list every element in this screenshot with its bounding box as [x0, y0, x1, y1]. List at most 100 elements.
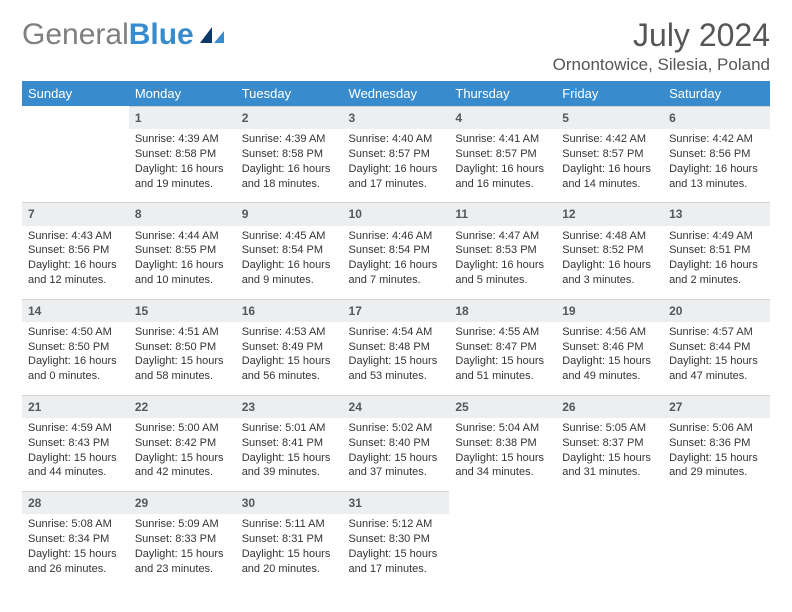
day-body: Sunrise: 5:08 AMSunset: 8:34 PMDaylight:… [22, 514, 129, 587]
sunset-line: Sunset: 8:30 PM [349, 532, 444, 547]
day-number: 14 [22, 299, 129, 322]
daylight-line: Daylight: 16 hours and 13 minutes. [669, 162, 764, 192]
sunset-line: Sunset: 8:54 PM [349, 243, 444, 258]
day-body: Sunrise: 4:48 AMSunset: 8:52 PMDaylight:… [556, 226, 663, 299]
day-body: Sunrise: 4:47 AMSunset: 8:53 PMDaylight:… [449, 226, 556, 299]
day-cell-header: 11 [449, 202, 556, 225]
day-body: Sunrise: 4:59 AMSunset: 8:43 PMDaylight:… [22, 418, 129, 491]
day-number: 15 [129, 299, 236, 322]
day-number: 28 [22, 491, 129, 514]
day-cell-header: 9 [236, 202, 343, 225]
day-number: 3 [343, 106, 450, 129]
sunrise-line: Sunrise: 4:59 AM [28, 421, 123, 436]
day-body: Sunrise: 4:45 AMSunset: 8:54 PMDaylight:… [236, 226, 343, 299]
day-body: Sunrise: 4:42 AMSunset: 8:56 PMDaylight:… [663, 129, 770, 202]
sunrise-line: Sunrise: 5:06 AM [669, 421, 764, 436]
day-number: 4 [449, 106, 556, 129]
day-cell: Sunrise: 4:39 AMSunset: 8:58 PMDaylight:… [236, 129, 343, 202]
day-number: 20 [663, 299, 770, 322]
sunrise-line: Sunrise: 4:39 AM [242, 132, 337, 147]
daylight-line: Daylight: 16 hours and 0 minutes. [28, 354, 123, 384]
brand-sail-icon [198, 25, 226, 45]
day-cell-header: 15 [129, 299, 236, 322]
day-cell: Sunrise: 5:08 AMSunset: 8:34 PMDaylight:… [22, 514, 129, 587]
weekday-header: Thursday [449, 81, 556, 106]
day-number: 5 [556, 106, 663, 129]
sunset-line: Sunset: 8:57 PM [349, 147, 444, 162]
daylight-line: Daylight: 15 hours and 37 minutes. [349, 451, 444, 481]
day-cell: Sunrise: 4:49 AMSunset: 8:51 PMDaylight:… [663, 226, 770, 299]
day-number: 23 [236, 395, 343, 418]
day-cell: Sunrise: 5:04 AMSunset: 8:38 PMDaylight:… [449, 418, 556, 491]
day-cell-header: 12 [556, 202, 663, 225]
day-body: Sunrise: 5:05 AMSunset: 8:37 PMDaylight:… [556, 418, 663, 491]
sunset-line: Sunset: 8:51 PM [669, 243, 764, 258]
day-body: Sunrise: 4:42 AMSunset: 8:57 PMDaylight:… [556, 129, 663, 202]
daynum-row: 14151617181920 [22, 299, 770, 322]
daylight-line: Daylight: 15 hours and 23 minutes. [135, 547, 230, 577]
sunrise-line: Sunrise: 4:55 AM [455, 325, 550, 340]
day-body: Sunrise: 4:39 AMSunset: 8:58 PMDaylight:… [129, 129, 236, 202]
sunrise-line: Sunrise: 4:44 AM [135, 229, 230, 244]
sunrise-line: Sunrise: 4:51 AM [135, 325, 230, 340]
daylight-line: Daylight: 15 hours and 34 minutes. [455, 451, 550, 481]
day-cell: Sunrise: 4:46 AMSunset: 8:54 PMDaylight:… [343, 226, 450, 299]
day-body: Sunrise: 4:51 AMSunset: 8:50 PMDaylight:… [129, 322, 236, 395]
day-cell [449, 514, 556, 587]
day-cell: Sunrise: 5:02 AMSunset: 8:40 PMDaylight:… [343, 418, 450, 491]
sunrise-line: Sunrise: 4:45 AM [242, 229, 337, 244]
day-cell: Sunrise: 4:44 AMSunset: 8:55 PMDaylight:… [129, 226, 236, 299]
weekday-header: Friday [556, 81, 663, 106]
day-body: Sunrise: 4:57 AMSunset: 8:44 PMDaylight:… [663, 322, 770, 395]
location-text: Ornontowice, Silesia, Poland [553, 55, 770, 75]
sunrise-line: Sunrise: 5:02 AM [349, 421, 444, 436]
sunset-line: Sunset: 8:46 PM [562, 340, 657, 355]
day-body: Sunrise: 4:44 AMSunset: 8:55 PMDaylight:… [129, 226, 236, 299]
sunset-line: Sunset: 8:36 PM [669, 436, 764, 451]
sunset-line: Sunset: 8:43 PM [28, 436, 123, 451]
day-number: 13 [663, 202, 770, 225]
day-cell-header: 10 [343, 202, 450, 225]
sunrise-line: Sunrise: 4:56 AM [562, 325, 657, 340]
day-number: 29 [129, 491, 236, 514]
day-cell: Sunrise: 4:54 AMSunset: 8:48 PMDaylight:… [343, 322, 450, 395]
day-cell-header: 25 [449, 395, 556, 418]
sunrise-line: Sunrise: 4:50 AM [28, 325, 123, 340]
day-body [663, 514, 770, 587]
day-body [449, 514, 556, 587]
daylight-line: Daylight: 15 hours and 53 minutes. [349, 354, 444, 384]
sunrise-line: Sunrise: 4:53 AM [242, 325, 337, 340]
day-cell-header [663, 491, 770, 514]
weekday-header: Wednesday [343, 81, 450, 106]
daylight-line: Daylight: 16 hours and 3 minutes. [562, 258, 657, 288]
sunrise-line: Sunrise: 4:43 AM [28, 229, 123, 244]
day-cell-header: 5 [556, 106, 663, 129]
daylight-line: Daylight: 15 hours and 44 minutes. [28, 451, 123, 481]
day-cell: Sunrise: 4:50 AMSunset: 8:50 PMDaylight:… [22, 322, 129, 395]
sunrise-line: Sunrise: 4:42 AM [669, 132, 764, 147]
day-cell-header [449, 491, 556, 514]
sunset-line: Sunset: 8:56 PM [28, 243, 123, 258]
sunset-line: Sunset: 8:50 PM [28, 340, 123, 355]
day-body [556, 514, 663, 587]
day-cell: Sunrise: 4:59 AMSunset: 8:43 PMDaylight:… [22, 418, 129, 491]
daycontent-row: Sunrise: 4:39 AMSunset: 8:58 PMDaylight:… [22, 129, 770, 202]
day-cell: Sunrise: 4:56 AMSunset: 8:46 PMDaylight:… [556, 322, 663, 395]
day-number: 11 [449, 202, 556, 225]
day-number: 9 [236, 202, 343, 225]
daylight-line: Daylight: 16 hours and 14 minutes. [562, 162, 657, 192]
daylight-line: Daylight: 16 hours and 17 minutes. [349, 162, 444, 192]
day-number: 27 [663, 395, 770, 418]
day-cell: Sunrise: 5:06 AMSunset: 8:36 PMDaylight:… [663, 418, 770, 491]
daycontent-row: Sunrise: 5:08 AMSunset: 8:34 PMDaylight:… [22, 514, 770, 587]
day-body: Sunrise: 5:11 AMSunset: 8:31 PMDaylight:… [236, 514, 343, 587]
sunrise-line: Sunrise: 4:48 AM [562, 229, 657, 244]
calendar-header-row: SundayMondayTuesdayWednesdayThursdayFrid… [22, 81, 770, 106]
day-cell: Sunrise: 4:51 AMSunset: 8:50 PMDaylight:… [129, 322, 236, 395]
daylight-line: Daylight: 16 hours and 7 minutes. [349, 258, 444, 288]
daylight-line: Daylight: 15 hours and 56 minutes. [242, 354, 337, 384]
sunset-line: Sunset: 8:33 PM [135, 532, 230, 547]
day-number: 8 [129, 202, 236, 225]
day-cell [22, 129, 129, 202]
calendar-table: SundayMondayTuesdayWednesdayThursdayFrid… [22, 81, 770, 587]
